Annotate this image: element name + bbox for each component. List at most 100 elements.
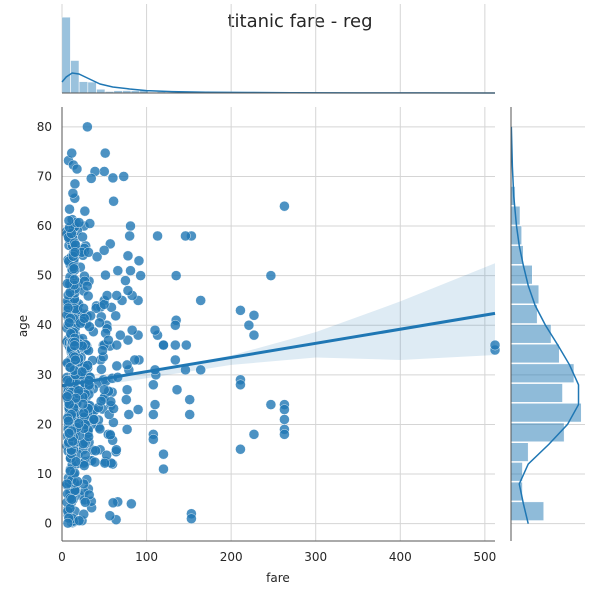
scatter-point — [121, 359, 133, 371]
chart-title: titanic fare - reg — [227, 11, 372, 32]
scatter-point — [171, 384, 183, 395]
scatter-point — [82, 121, 93, 133]
y-marginal-bar — [510, 284, 540, 305]
scatter-point — [111, 339, 122, 351]
scatter-point — [248, 429, 260, 440]
y-tick-label: 80 — [37, 120, 52, 134]
scatter-point — [122, 285, 134, 296]
y-tick-label: 20 — [37, 417, 52, 431]
y-marginal-bar — [510, 265, 533, 285]
confidence-band-area — [62, 263, 495, 392]
y-tick-label: 40 — [37, 318, 52, 332]
scatter-point — [63, 317, 75, 328]
scatter-point — [125, 220, 136, 232]
scatter-point — [104, 510, 116, 521]
x-marginal-bar — [87, 82, 97, 94]
scatter-point — [248, 329, 260, 341]
scatter-point — [68, 263, 80, 274]
scatter-point — [83, 290, 94, 302]
x-tick-label: 100 — [135, 550, 158, 564]
scatter-point — [148, 409, 159, 420]
scatter-point — [135, 270, 146, 281]
y-marginal-bar — [510, 343, 560, 364]
y-tick-label: 60 — [37, 219, 52, 233]
scatter-point — [120, 275, 131, 286]
scatter-point — [110, 310, 121, 322]
scatter-point — [158, 449, 169, 460]
scatter-point — [124, 230, 135, 242]
scatter-point — [279, 429, 290, 440]
scatter-point — [63, 215, 75, 226]
scatter-point — [122, 250, 134, 262]
y-marginal-bar — [510, 462, 523, 482]
scatter-point — [126, 325, 138, 336]
scatter-point — [82, 280, 93, 292]
scatter-point — [149, 325, 161, 336]
scatter-point — [148, 379, 159, 390]
scatter-point — [107, 497, 119, 509]
axes: 0 100 200 300 400 500 0 10 20 30 40 50 60 70 80 — [37, 107, 496, 564]
y-marginal-bar — [510, 304, 538, 324]
scatter-point — [103, 334, 114, 346]
y-marginal-bar — [510, 383, 563, 403]
y-marginal-bar — [510, 363, 575, 383]
scatter-point — [126, 498, 137, 509]
y-tick-label: 50 — [37, 269, 52, 283]
scatter-point — [170, 354, 181, 366]
scatter-point — [123, 409, 135, 420]
x-tick-label: 200 — [220, 550, 243, 564]
scatter-points — [61, 121, 501, 529]
y-marginal-kde — [510, 126, 580, 524]
x-tick-label: 300 — [304, 550, 327, 564]
x-tick-label: 400 — [389, 550, 412, 564]
scatter-point — [99, 299, 110, 310]
scatter-point — [84, 321, 95, 332]
scatter-point — [91, 251, 103, 262]
scatter-point — [121, 394, 132, 405]
scatter-point — [83, 247, 94, 258]
scatter-point — [195, 364, 206, 376]
scatter-point — [73, 515, 85, 526]
scatter-point — [132, 404, 144, 415]
scatter-point — [279, 404, 290, 415]
scatter-point — [265, 399, 277, 410]
scatter-point — [235, 305, 246, 316]
scatter-point — [235, 379, 246, 390]
scatter-point — [184, 394, 195, 405]
scatter-point — [80, 497, 91, 508]
scatter-point — [105, 238, 116, 250]
scatter-point — [243, 320, 255, 331]
y-tick-label: 10 — [37, 467, 52, 481]
scatter-point — [181, 339, 192, 351]
scatter-point — [62, 302, 74, 314]
scatter-point — [69, 340, 80, 351]
y-marginal-bar — [510, 324, 552, 344]
scatter-point — [79, 313, 90, 324]
scatter-point — [62, 517, 74, 529]
scatter-point — [89, 456, 101, 468]
scatter-point — [279, 414, 290, 425]
scatter-point — [111, 360, 123, 372]
regression-line — [61, 311, 496, 388]
x-axis-label: fare — [266, 571, 290, 585]
x-marginal-plot — [61, 4, 496, 94]
scatter-point — [63, 415, 74, 427]
regression-line-path — [61, 311, 496, 388]
scatter-point — [107, 172, 119, 184]
scatter-point — [152, 230, 163, 242]
scatter-point — [100, 147, 111, 159]
scatter-point — [97, 345, 108, 356]
scatter-point — [112, 265, 124, 276]
scatter-point — [186, 513, 197, 524]
scatter-point — [121, 424, 133, 435]
scatter-point — [149, 399, 161, 410]
scatter-point — [101, 290, 113, 301]
scatter-point — [67, 188, 79, 199]
scatter-point — [195, 295, 206, 306]
scatter-point — [90, 445, 101, 456]
y-tick-label: 70 — [37, 169, 52, 183]
scatter-point — [79, 205, 91, 217]
y-tick-label: 30 — [37, 368, 52, 382]
scatter-point — [235, 444, 246, 455]
scatter-point — [69, 247, 81, 258]
